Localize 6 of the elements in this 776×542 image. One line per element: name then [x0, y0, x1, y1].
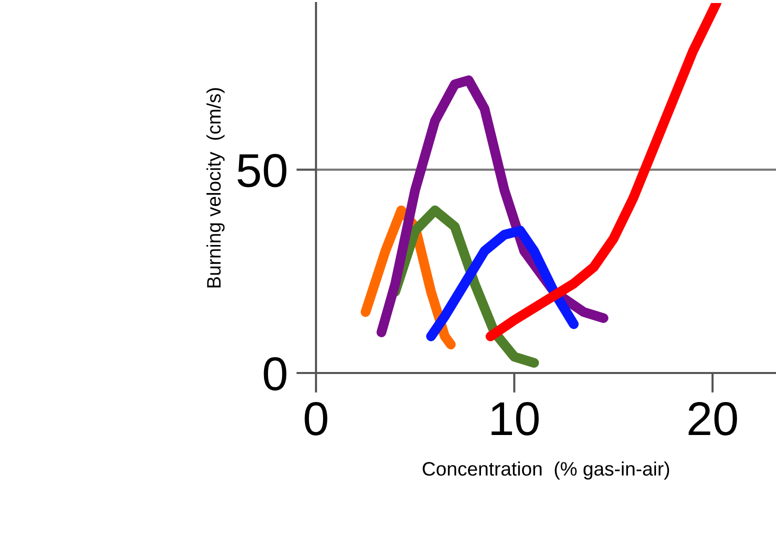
x-tick-label: 10 — [492, 402, 539, 436]
x-tick-label: 0 — [304, 402, 328, 436]
y-axis-title: Burning velocity (cm/s) — [206, 88, 225, 288]
x-tick-label: 20 — [688, 402, 737, 436]
x-axis-title: Concentration (% gas-in-air) — [422, 461, 670, 480]
y-tick-label: 50 — [238, 154, 286, 188]
